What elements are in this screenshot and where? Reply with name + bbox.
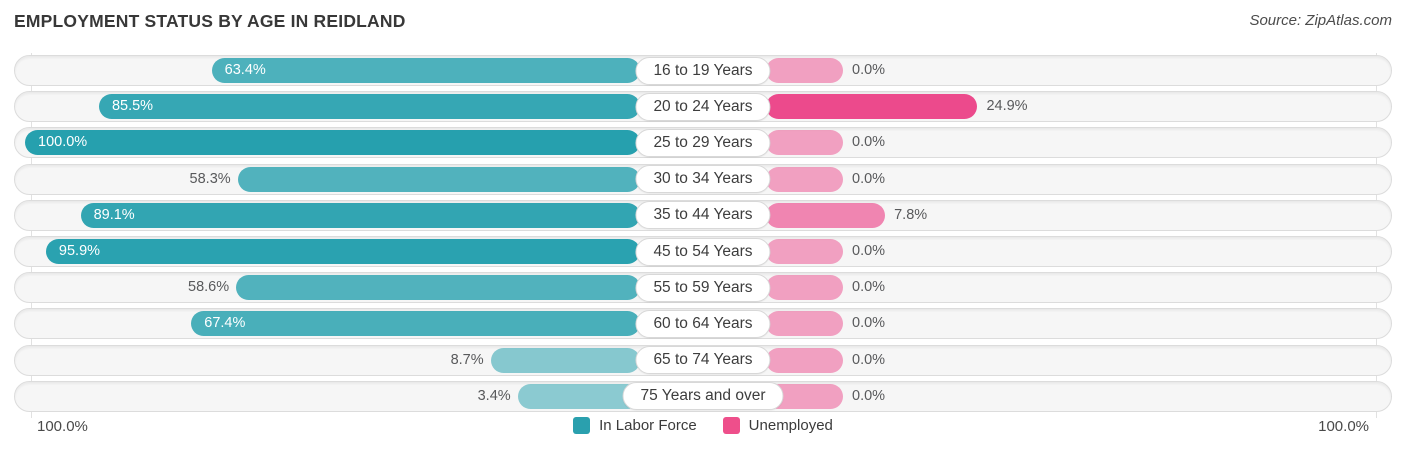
in-labor-force-value-label: 85.5%	[111, 98, 154, 115]
right-axis-max-label: 100.0%	[1318, 418, 1369, 435]
in-labor-force-bar	[45, 239, 640, 264]
in-labor-force-value-label: 63.4%	[224, 62, 266, 78]
unemployed-bar	[766, 166, 843, 192]
age-group-label: 65 to 74 Years	[635, 346, 771, 375]
in-labor-force-value-label: 89.1%	[93, 206, 135, 223]
in-labor-force-bar	[517, 383, 640, 409]
unemployed-bar	[766, 347, 843, 373]
left-axis-gridline	[31, 53, 32, 418]
age-group-label: 20 to 24 Years	[635, 92, 771, 121]
age-group-label: 25 to 29 Years	[635, 128, 771, 157]
age-group-label: 55 to 59 Years	[635, 273, 771, 302]
legend: In Labor Force Unemployed	[0, 417, 1406, 434]
in-labor-force-value-label: 58.3%	[189, 170, 231, 187]
unemployed-bar	[766, 275, 843, 301]
unemployed-value-label: 0.0%	[852, 387, 886, 404]
legend-label-unemployed: Unemployed	[748, 417, 833, 434]
in-labor-force-value-label: 100.0%	[38, 134, 88, 151]
chart-title: EMPLOYMENT STATUS BY AGE IN REIDLAND	[14, 11, 406, 31]
age-group-label: 35 to 44 Years	[635, 201, 771, 230]
legend-label-in-labor-force: In Labor Force	[599, 417, 697, 434]
unemployed-value-label: 24.9%	[986, 98, 1028, 115]
unemployed-value-label: 0.0%	[852, 134, 886, 151]
in-labor-force-bar	[80, 202, 640, 228]
unemployed-bar	[766, 311, 843, 337]
unemployed-value-label: 0.0%	[852, 279, 886, 296]
unemployed-swatch-icon	[722, 417, 740, 434]
unemployed-value-label: 0.0%	[852, 62, 886, 78]
left-axis-max-label: 100.0%	[37, 418, 88, 435]
in-labor-force-value-label: 8.7%	[450, 351, 484, 368]
in-labor-force-bar	[25, 130, 640, 156]
in-labor-force-value-label: 95.9%	[58, 243, 101, 259]
age-group-label: 16 to 19 Years	[635, 56, 771, 85]
age-group-label: 30 to 34 Years	[635, 165, 771, 194]
age-group-label: 45 to 54 Years	[635, 237, 771, 266]
right-axis-gridline	[1376, 53, 1377, 418]
in-labor-force-bar	[211, 58, 640, 83]
unemployed-bar	[766, 58, 843, 83]
unemployed-bar	[766, 202, 886, 228]
unemployed-bar	[766, 94, 978, 120]
age-group-label: 60 to 64 Years	[635, 309, 771, 338]
in-labor-force-bar	[191, 311, 640, 337]
unemployed-bar	[766, 130, 843, 156]
in-labor-force-swatch-icon	[573, 417, 591, 434]
legend-item-in-labor-force: In Labor Force	[573, 417, 697, 434]
in-labor-force-value-label: 67.4%	[204, 315, 246, 332]
unemployed-bar	[766, 239, 843, 264]
unemployed-value-label: 0.0%	[852, 170, 886, 187]
unemployed-value-label: 0.0%	[852, 351, 886, 368]
in-labor-force-bar	[98, 94, 640, 120]
unemployed-value-label: 7.8%	[894, 206, 928, 223]
in-labor-force-value-label: 3.4%	[477, 387, 511, 404]
unemployed-value-label: 0.0%	[852, 243, 886, 259]
unemployed-value-label: 0.0%	[852, 315, 886, 332]
in-labor-force-bar	[237, 166, 640, 192]
in-labor-force-value-label: 58.6%	[188, 279, 230, 296]
in-labor-force-bar	[490, 347, 640, 373]
source-attribution: Source: ZipAtlas.com	[1249, 12, 1392, 29]
legend-item-unemployed: Unemployed	[722, 417, 833, 434]
in-labor-force-bar	[236, 275, 640, 301]
age-group-label: 75 Years and over	[622, 382, 784, 411]
